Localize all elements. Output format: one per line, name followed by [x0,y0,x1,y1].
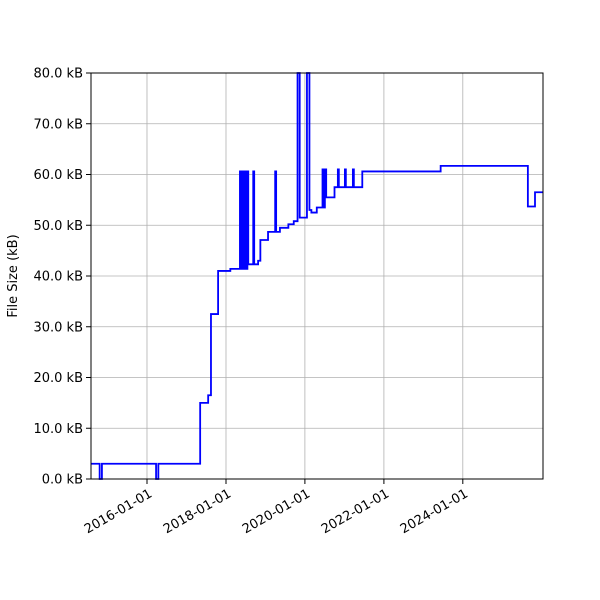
grid-layer [91,72,543,480]
x-tick-label: 2022-01-01 [319,486,392,537]
y-tick-label: 50.0 kB [33,219,83,234]
x-tick-label: 2018-01-01 [161,486,234,537]
y-tick-label: 20.0 kB [33,371,83,386]
y-tick-label: 40.0 kB [33,270,83,285]
y-tick-label: 60.0 kB [33,168,83,183]
file-size-line [91,72,543,480]
y-tick-label: 80.0 kB [33,67,83,82]
series-layer [91,72,543,480]
y-tick-label: 30.0 kB [33,320,83,335]
y-tick-label: 0.0 kB [42,473,83,488]
x-tick-label: 2016-01-01 [82,486,155,537]
x-tick-label: 2020-01-01 [240,486,313,537]
x-tick-label: 2024-01-01 [398,486,471,537]
y-axis-label: File Size (kB) [6,234,21,317]
y-tick-label: 70.0 kB [33,117,83,132]
y-tick-label: 10.0 kB [33,422,83,437]
